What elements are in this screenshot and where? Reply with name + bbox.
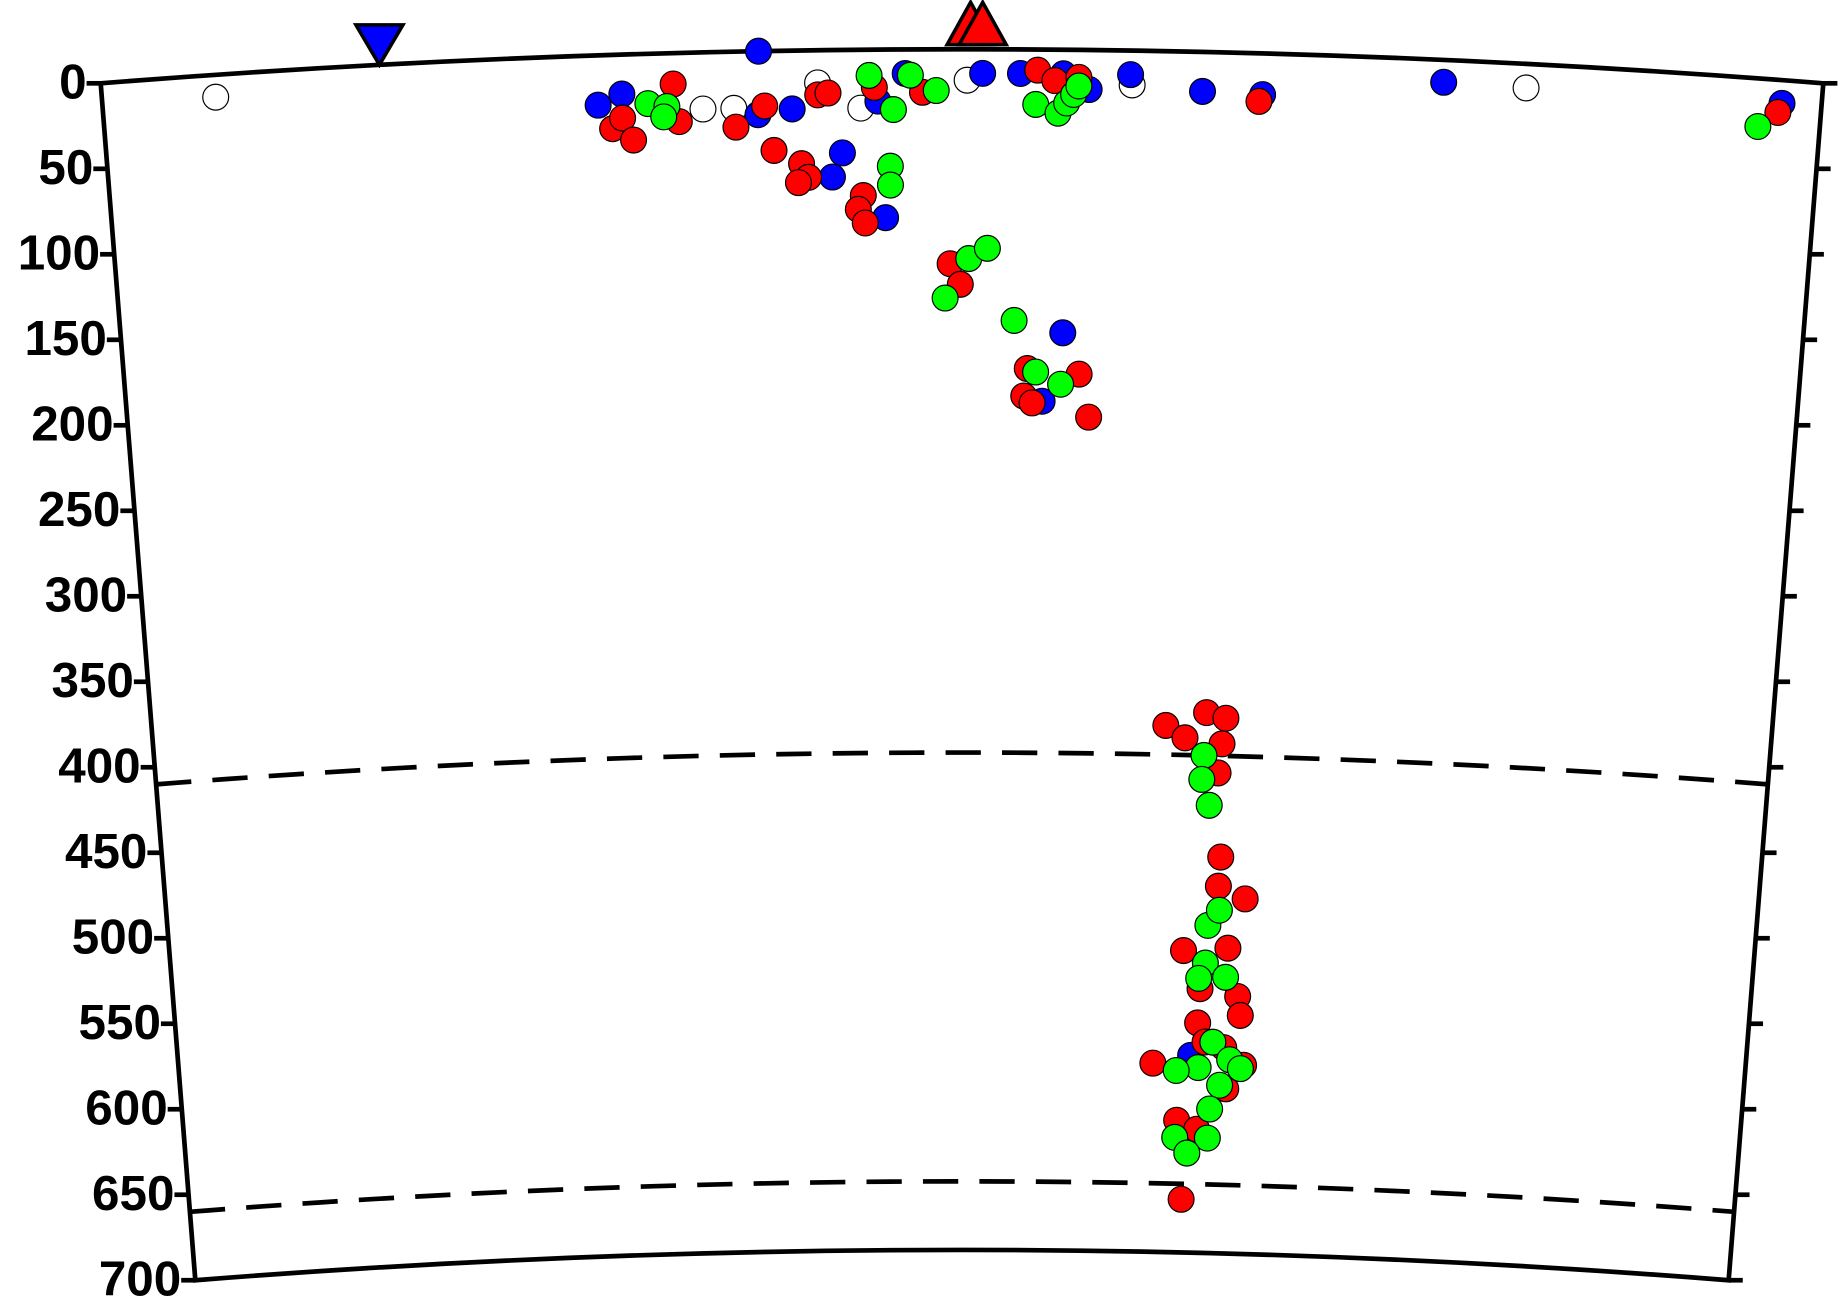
y-tick-label: 50 [38, 140, 93, 195]
event-point [1512, 74, 1540, 102]
event-point [931, 284, 959, 312]
event-point [1047, 370, 1075, 398]
event-point [722, 113, 750, 141]
event-point [1212, 704, 1240, 732]
y-tick-label: 350 [51, 653, 133, 708]
event-point [1196, 1095, 1224, 1123]
y-tick-label: 550 [79, 995, 161, 1050]
y-tick-label: 200 [31, 397, 113, 452]
event-point [1065, 72, 1093, 100]
y-tick-label: 700 [99, 1252, 181, 1307]
event-point [851, 209, 879, 237]
event-point [608, 80, 636, 108]
event-point [1049, 319, 1077, 347]
event-point [818, 163, 846, 191]
event-point [659, 70, 687, 98]
event-point [1430, 68, 1458, 96]
event-point [1195, 791, 1223, 819]
y-tick-label: 500 [72, 910, 154, 965]
y-tick-label: 650 [92, 1166, 174, 1221]
event-point [1185, 964, 1213, 992]
event-point [760, 136, 788, 164]
event-point [1764, 98, 1792, 127]
event-point [1205, 896, 1233, 924]
event-point [1212, 963, 1240, 991]
event-point [879, 96, 907, 124]
y-tick-label: 400 [58, 739, 140, 794]
event-point [1152, 711, 1180, 739]
event-point [1744, 112, 1772, 141]
discontinuity-line [189, 1179, 1735, 1215]
event-point [751, 92, 779, 120]
event-point [1190, 741, 1218, 769]
y-tick-label: 450 [65, 824, 147, 879]
event-point [1188, 765, 1216, 793]
event-point [814, 79, 842, 107]
discontinuity-line [155, 750, 1769, 787]
event-point [1199, 1028, 1227, 1056]
event-point [1075, 403, 1103, 431]
event-point [1207, 843, 1235, 871]
event-point [650, 103, 678, 131]
event-point [828, 139, 856, 167]
event-point [969, 59, 997, 87]
event-point [1170, 937, 1198, 965]
y-tick-label: 300 [45, 568, 127, 623]
event-point [1245, 87, 1273, 115]
section-frame [98, 46, 1826, 1283]
event-point [1171, 724, 1199, 752]
event-point [620, 126, 648, 154]
event-point [1188, 77, 1217, 105]
y-tick-label: 250 [38, 482, 120, 537]
event-point [1226, 1055, 1254, 1083]
event-point [1117, 61, 1145, 89]
event-point [689, 95, 717, 123]
event-point [778, 95, 806, 123]
y-tick-label: 100 [18, 226, 100, 281]
event-point [1193, 1124, 1221, 1152]
event-point [202, 83, 230, 111]
y-tick-label: 0 [59, 55, 86, 110]
event-point [1139, 1049, 1167, 1077]
surface-marker [352, 23, 407, 69]
event-point [1162, 1056, 1190, 1084]
surface-marker [956, 0, 1010, 47]
event-point [1226, 1001, 1254, 1029]
event-point [922, 76, 950, 105]
event-point [1173, 1139, 1201, 1167]
event-point [784, 169, 812, 197]
event-point [896, 61, 924, 89]
y-tick-label: 600 [85, 1081, 167, 1136]
event-point [876, 171, 904, 199]
event-point [1214, 934, 1242, 962]
event-point [744, 37, 773, 65]
event-point [1018, 389, 1046, 417]
event-point [1022, 358, 1050, 386]
event-point [1231, 885, 1259, 913]
event-point [1000, 306, 1028, 334]
event-point [1206, 1071, 1234, 1099]
event-point [1167, 1185, 1195, 1213]
event-point [609, 104, 637, 132]
event-point [855, 61, 883, 89]
event-point [584, 91, 612, 119]
event-point [973, 234, 1001, 262]
y-tick-label: 150 [24, 311, 106, 366]
event-point [1204, 872, 1232, 900]
